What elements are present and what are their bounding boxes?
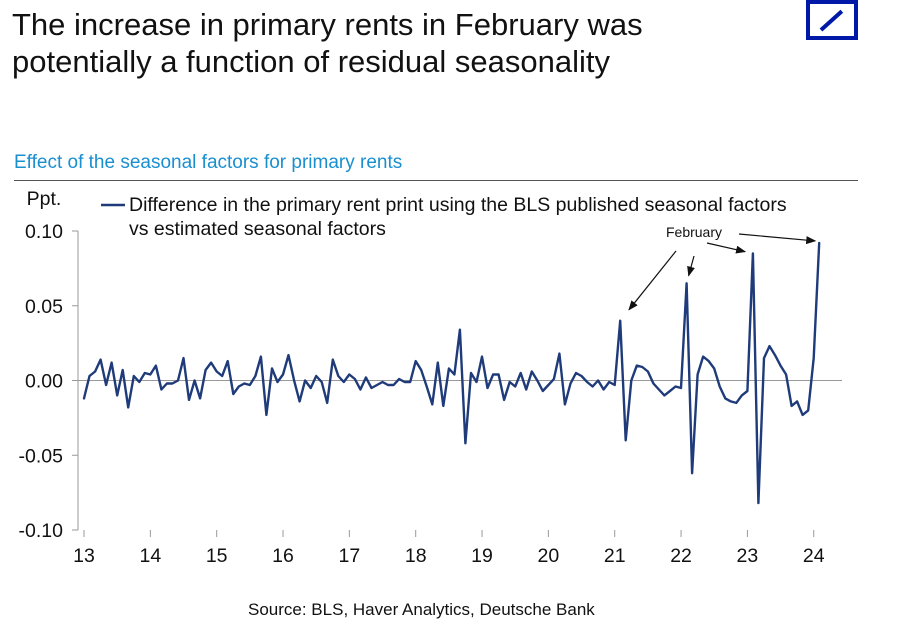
- x-tick-label: 15: [206, 545, 228, 567]
- x-tick-label: 20: [538, 545, 560, 567]
- x-tick-label: 24: [803, 545, 825, 567]
- legend-label-line2: vs estimated seasonal factors: [129, 218, 386, 240]
- subtitle-divider: [14, 180, 858, 181]
- february-annotation-label: February: [666, 224, 722, 240]
- y-axis-title: Ppt.: [27, 188, 62, 210]
- x-tick-label: 17: [339, 545, 361, 567]
- x-tick-label: 16: [272, 545, 294, 567]
- x-tick-label: 14: [139, 545, 161, 567]
- x-tick-label: 21: [604, 545, 626, 567]
- annotation-arrow: [628, 250, 677, 311]
- y-tick-label: -0.05: [19, 445, 64, 467]
- annotation-arrow: [738, 233, 817, 245]
- x-tick-label: 19: [471, 545, 493, 567]
- x-tick-label: 22: [670, 545, 692, 567]
- x-tick-label: 23: [737, 545, 759, 567]
- legend-label-line1: Difference in the primary rent print usi…: [129, 194, 787, 216]
- annotations: February: [628, 224, 817, 311]
- y-tick-label: -0.10: [19, 520, 64, 542]
- deutsche-bank-logo-icon: [806, 0, 858, 40]
- source-note: Source: BLS, Haver Analytics, Deutsche B…: [248, 600, 595, 619]
- chart-subtitle: Effect of the seasonal factors for prima…: [14, 152, 403, 173]
- x-tick-label: 18: [405, 545, 427, 567]
- series-line: [82, 241, 821, 505]
- y-tick-label: 0.00: [25, 371, 63, 393]
- annotation-arrow: [706, 242, 747, 254]
- y-tick-label: 0.10: [25, 221, 63, 243]
- legend: Difference in the primary rent print usi…: [101, 194, 787, 240]
- series-layer: [82, 241, 821, 505]
- x-tick-label: 13: [73, 545, 95, 567]
- annotation-arrow: [687, 255, 695, 277]
- headline: The increase in primary rents in Februar…: [12, 7, 643, 79]
- axes: Ppt. 0.10 0.05 0.00 -0.05 -0.10 13 14 15 16 17 18 19…: [19, 188, 842, 567]
- y-tick-label: 0.05: [25, 296, 63, 318]
